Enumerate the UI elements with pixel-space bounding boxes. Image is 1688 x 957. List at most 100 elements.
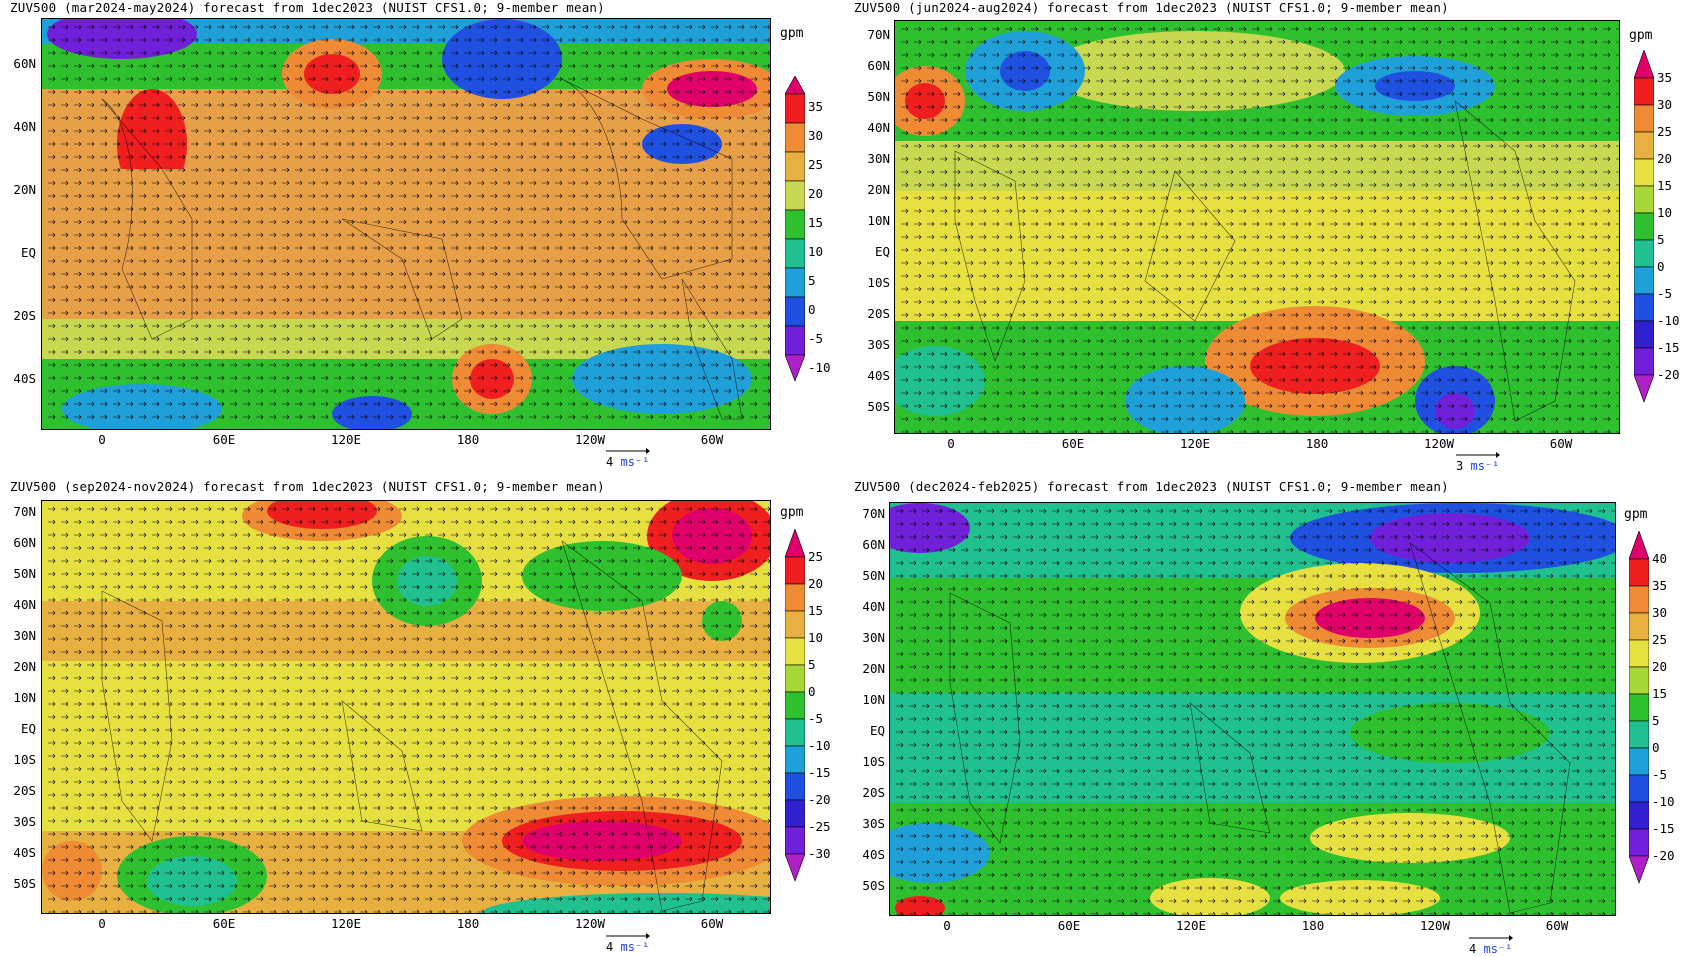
wind-arrow — [321, 414, 329, 420]
wind-arrow — [1239, 312, 1247, 318]
wind-arrow — [633, 128, 641, 134]
wind-arrow — [477, 297, 485, 303]
wind-arrow — [1148, 377, 1156, 383]
wind-arrow — [529, 545, 537, 551]
wind-arrow — [438, 167, 446, 173]
wind-arrow — [516, 297, 524, 303]
wind-arrow — [594, 323, 602, 329]
wind-arrow — [48, 128, 56, 134]
wind-arrow — [724, 362, 732, 368]
wind-arrow — [529, 232, 537, 238]
wind-arrow — [763, 219, 770, 225]
wind-arrow — [940, 429, 948, 433]
wind-arrow — [1252, 377, 1260, 383]
wind-arrow — [503, 102, 511, 108]
wind-arrow — [360, 610, 368, 616]
wind-arrow — [282, 336, 290, 342]
wind-arrow — [477, 180, 485, 186]
wind-arrow — [1083, 247, 1091, 253]
wind-arrow — [711, 167, 719, 173]
wind-arrow — [295, 766, 303, 772]
wind-arrow — [1213, 117, 1221, 123]
lon-label: 120E — [1179, 436, 1211, 451]
wind-arrow — [100, 558, 108, 564]
wind-arrow — [1291, 143, 1299, 149]
wind-arrow — [1278, 416, 1286, 422]
wind-arrow — [711, 193, 719, 199]
wind-arrow — [1330, 429, 1338, 433]
wind-arrow — [607, 766, 615, 772]
wind-arrow — [360, 727, 368, 733]
wind-arrow — [1395, 416, 1403, 422]
wind-arrow — [724, 349, 732, 355]
wind-arrow — [698, 571, 706, 577]
wind-arrow — [607, 102, 615, 108]
wind-arrow — [1148, 117, 1156, 123]
wind-arrow — [1317, 221, 1325, 227]
wind-arrow — [1577, 91, 1585, 97]
wind-arrow — [737, 805, 745, 811]
wind-arrow — [230, 180, 238, 186]
wind-arrow — [308, 753, 316, 759]
wind-arrow — [334, 154, 342, 160]
wind-arrow — [672, 401, 680, 407]
wind-arrow — [1577, 312, 1585, 318]
wind-arrow — [1005, 364, 1013, 370]
wind-arrow — [620, 584, 628, 590]
wind-arrow — [763, 571, 770, 577]
wind-arrow — [724, 519, 732, 525]
wind-arrow — [1603, 104, 1611, 110]
wind-arrow — [425, 662, 433, 668]
wind-arrow — [1317, 78, 1325, 84]
wind-arrow — [451, 284, 459, 290]
wind-arrow — [204, 805, 212, 811]
wind-arrow — [360, 571, 368, 577]
wind-arrow — [425, 115, 433, 121]
wind-arrow — [425, 506, 433, 512]
wind-arrow — [74, 805, 82, 811]
wind-arrow — [594, 102, 602, 108]
wind-arrow — [243, 89, 251, 95]
wind-arrow — [1499, 312, 1507, 318]
wind-arrow — [529, 766, 537, 772]
wind-arrow — [1330, 65, 1338, 71]
wind-arrow — [711, 89, 719, 95]
wind-arrow — [568, 232, 576, 238]
wind-arrow — [581, 805, 589, 811]
wind-arrow — [61, 636, 69, 642]
wind-arrow — [152, 362, 160, 368]
wind-arrow — [1564, 65, 1572, 71]
wind-arrow — [256, 662, 264, 668]
wind-arrow — [659, 545, 667, 551]
wind-arrow — [61, 571, 69, 577]
wind-arrow — [698, 323, 706, 329]
wind-arrow — [386, 271, 394, 277]
wind-arrow — [698, 545, 706, 551]
wind-arrow — [542, 805, 550, 811]
wind-arrow — [464, 727, 472, 733]
wind-arrow — [438, 727, 446, 733]
wind-arrow — [685, 727, 693, 733]
wind-arrow — [529, 297, 537, 303]
wind-arrow — [191, 532, 199, 538]
wind-arrow — [1226, 78, 1234, 84]
wind-arrow — [620, 792, 628, 798]
wind-arrow — [113, 219, 121, 225]
wind-arrow — [204, 571, 212, 577]
wind-arrow — [992, 26, 1000, 32]
wind-arrow — [321, 636, 329, 642]
wind-arrow — [594, 792, 602, 798]
wind-arrow — [1525, 364, 1533, 370]
wind-arrow — [425, 102, 433, 108]
wind-arrow — [659, 50, 667, 56]
wind-arrow — [1187, 78, 1195, 84]
wind-arrow — [347, 167, 355, 173]
wind-arrow — [139, 271, 147, 277]
wind-arrow — [1200, 169, 1208, 175]
wind-arrow — [1382, 117, 1390, 123]
wind-arrow — [1356, 390, 1364, 396]
wind-arrow — [1460, 208, 1468, 214]
wind-arrow — [360, 141, 368, 147]
wind-arrow — [269, 63, 277, 69]
wind-arrow — [927, 403, 935, 409]
